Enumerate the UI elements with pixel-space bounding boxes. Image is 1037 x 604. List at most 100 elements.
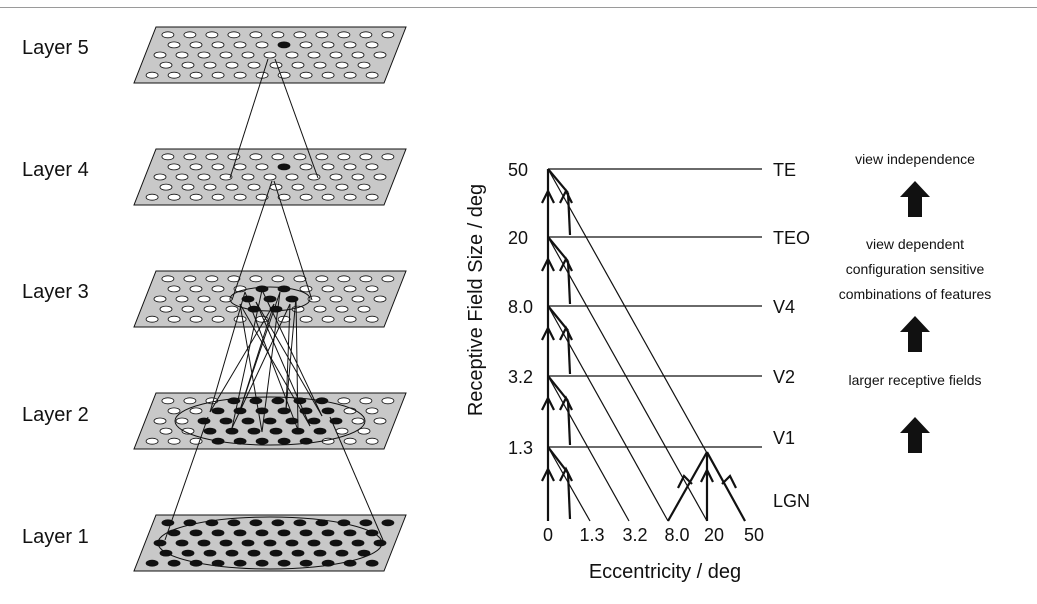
unit: [359, 275, 373, 283]
convergence-line: [255, 301, 323, 417]
unit: [277, 193, 291, 201]
unit: [255, 41, 269, 49]
converging-arrow: [566, 472, 572, 520]
active-unit: [277, 285, 291, 293]
unit: [145, 437, 159, 445]
unit: [343, 437, 357, 445]
unit: [175, 51, 189, 59]
unit: [351, 295, 365, 303]
arrowhead-icon: [700, 467, 714, 483]
arrowhead-icon: [721, 474, 737, 489]
y-tick-1-3: 1.3: [508, 438, 533, 458]
unit: [313, 61, 327, 69]
note-combinations-of-features: combinations of features: [839, 286, 992, 302]
unit: [225, 61, 239, 69]
y-tick-50: 50: [508, 160, 528, 180]
note-configuration-sensitive: configuration sensitive: [846, 261, 985, 277]
unit: [307, 173, 321, 181]
unit: [161, 31, 175, 39]
convergence-line: [261, 291, 281, 433]
converging-arrow: [566, 400, 572, 446]
unit: [381, 275, 395, 283]
unit: [159, 305, 173, 313]
convergence-line: [274, 58, 319, 179]
unit: [343, 315, 357, 323]
active-unit: [351, 539, 365, 547]
active-unit: [365, 529, 379, 537]
active-unit: [269, 427, 283, 435]
unit: [249, 153, 263, 161]
unit: [381, 397, 395, 405]
unit: [299, 193, 313, 201]
unit: [211, 71, 225, 79]
unit: [359, 397, 373, 405]
unit: [145, 193, 159, 201]
unit: [241, 51, 255, 59]
unit: [227, 275, 241, 283]
convergence-line: [255, 301, 311, 427]
convergence-lines: [164, 58, 384, 541]
active-unit: [233, 529, 247, 537]
unit: [359, 31, 373, 39]
y-tick-8: 8.0: [508, 297, 533, 317]
unit: [211, 41, 225, 49]
y-tick-3-2: 3.2: [508, 367, 533, 387]
active-unit: [277, 437, 291, 445]
unit: [203, 61, 217, 69]
converging-arrow: [566, 330, 572, 375]
converging-arrow: [547, 446, 569, 474]
active-unit: [153, 539, 167, 547]
unit: [183, 275, 197, 283]
unit: [299, 71, 313, 79]
arrowhead-icon: [559, 395, 573, 411]
active-unit: [211, 407, 225, 415]
active-unit: [343, 529, 357, 537]
unit: [181, 427, 195, 435]
diag-20: [547, 236, 708, 522]
convergence-line: [285, 296, 297, 411]
unit: [249, 31, 263, 39]
unit: [197, 173, 211, 181]
unit: [335, 183, 349, 191]
active-unit: [181, 549, 195, 557]
arrowhead-icon: [559, 325, 573, 341]
note-view-independence: view independence: [855, 151, 975, 167]
unit: [321, 193, 335, 201]
layer-2-label: Layer 2: [22, 404, 89, 426]
unit: [365, 193, 379, 201]
unit: [365, 437, 379, 445]
unit: [373, 173, 387, 181]
unit: [233, 163, 247, 171]
active-unit: [203, 427, 217, 435]
active-unit: [335, 549, 349, 557]
unit: [271, 275, 285, 283]
unit: [351, 417, 365, 425]
convergence-line: [239, 303, 263, 433]
unit: [211, 315, 225, 323]
unit: [299, 41, 313, 49]
convergence-line: [329, 416, 384, 541]
unit: [167, 407, 181, 415]
unit: [205, 275, 219, 283]
active-unit: [277, 41, 291, 49]
unit: [227, 153, 241, 161]
unit: [293, 31, 307, 39]
unit: [337, 153, 351, 161]
unit: [211, 193, 225, 201]
area-lgn: LGN: [773, 491, 810, 511]
unit: [381, 31, 395, 39]
x-tick-8: 8.0: [664, 525, 689, 545]
arrowhead-icon: [541, 466, 555, 482]
converging-arrow: [547, 305, 569, 332]
area-te: TE: [773, 160, 796, 180]
unit: [211, 285, 225, 293]
active-unit: [203, 549, 217, 557]
convergence-line: [295, 296, 299, 431]
area-v4: V4: [773, 297, 795, 317]
active-unit: [269, 549, 283, 557]
active-unit: [271, 519, 285, 527]
convergence-line: [229, 58, 269, 179]
unit: [225, 183, 239, 191]
active-unit: [211, 529, 225, 537]
